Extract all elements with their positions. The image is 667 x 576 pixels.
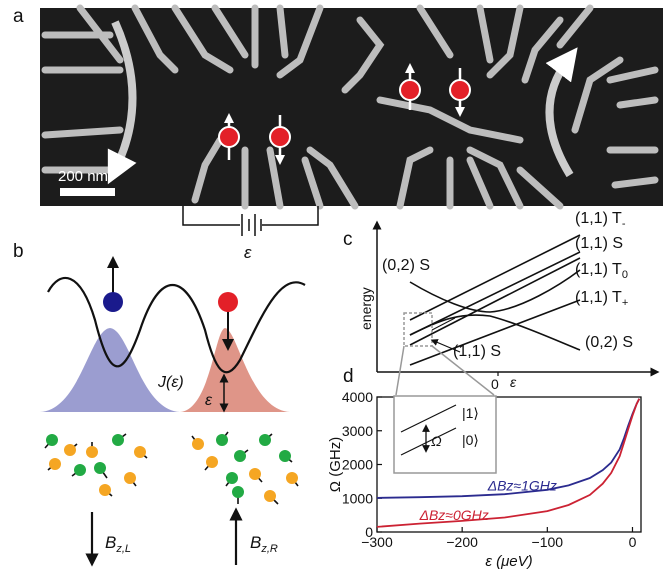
- state-label-t-minus: (1,1) T-: [575, 210, 626, 230]
- y-tick-label: 1000: [342, 490, 373, 506]
- exchange-label: J(ε): [157, 374, 184, 391]
- series-line-1: [376, 398, 641, 528]
- y-tick-label: 2000: [342, 457, 373, 473]
- energy-x-label: ε: [510, 374, 517, 390]
- inset-state-1: |1⟩: [462, 405, 479, 421]
- nuclear-spin-bath-left: [44, 433, 148, 497]
- curve-t-plus: [409, 299, 581, 366]
- omega-chart: −300 −200 −100 0 0 1000 2000 3000 4000 ε (μeV) Ω (…: [327, 389, 642, 570]
- inset-state-0: |0⟩: [462, 432, 479, 448]
- energy-level-diagram: [372, 220, 660, 377]
- field-label-left: Bz,L: [105, 533, 131, 555]
- state-label-s11-right: (1,1) S: [575, 235, 623, 252]
- y-tick-label: 4000: [342, 389, 373, 405]
- y-tick-label: 0: [365, 524, 373, 540]
- inset-connectors: [395, 345, 495, 396]
- x-tick-label: −100: [532, 534, 564, 550]
- x-tick-label: 0: [629, 534, 637, 550]
- zoom-box: [403, 312, 433, 347]
- right-electron-density: [180, 328, 290, 412]
- inset-box: [393, 395, 497, 474]
- state-label-t-plus: (1,1) T+: [575, 289, 628, 309]
- s11-pointer: [431, 317, 456, 331]
- nuclear-spin-bath-right: [191, 431, 299, 505]
- field-label-right: Bz,R: [250, 533, 278, 555]
- state-label-s02-left: (0,2) S: [382, 257, 430, 274]
- series-label-1: ΔBz≈0GHz: [419, 507, 489, 523]
- curve-t-zero: [409, 257, 581, 346]
- panel-label-c: c: [343, 229, 353, 250]
- x-tick-label: −200: [446, 534, 478, 550]
- y-tick-label: 3000: [342, 423, 373, 439]
- panel-label-a: a: [13, 6, 24, 27]
- state-label-s02-right: (0,2) S: [585, 334, 633, 351]
- spin-up-left: [218, 113, 240, 160]
- spin-up-right: [399, 63, 421, 110]
- panel-label-b: b: [13, 241, 24, 262]
- y-axis-label: Ω (GHz): [327, 437, 344, 492]
- scale-bar-label: 200 nm: [58, 168, 108, 185]
- energy-axis-label: energy: [358, 287, 374, 330]
- bias-circuit: [182, 206, 319, 236]
- sem-micrograph: 200 nm: [40, 4, 663, 210]
- spin-up-blue: [103, 256, 123, 312]
- curve-s11-upper: [409, 251, 581, 336]
- left-electron-density: [40, 328, 180, 412]
- series-label-0: ΔBz≈1GHz: [487, 477, 557, 493]
- scale-bar: [60, 188, 115, 196]
- detuning-label-b: ε: [205, 392, 213, 409]
- curve-t-minus: [409, 234, 581, 321]
- bias-label: ε: [244, 243, 252, 262]
- spin-down-left: [269, 115, 291, 165]
- panel-label-d: d: [343, 366, 354, 387]
- spin-down-red: [218, 292, 238, 351]
- state-label-t-zero: (1,1) T0: [575, 261, 628, 281]
- spin-down-right: [449, 68, 471, 117]
- double-well-diagram: [40, 256, 306, 413]
- x-tick-label: −300: [361, 534, 393, 550]
- curve-s11-lower: [409, 314, 581, 351]
- energy-x-tick: 0: [491, 376, 499, 392]
- curve-s02-upper: [409, 269, 581, 313]
- x-axis-label: ε (μeV): [485, 553, 532, 570]
- state-label-s11-bottom: (1,1) S: [453, 343, 501, 360]
- inset-gap-label: Ω: [431, 433, 442, 449]
